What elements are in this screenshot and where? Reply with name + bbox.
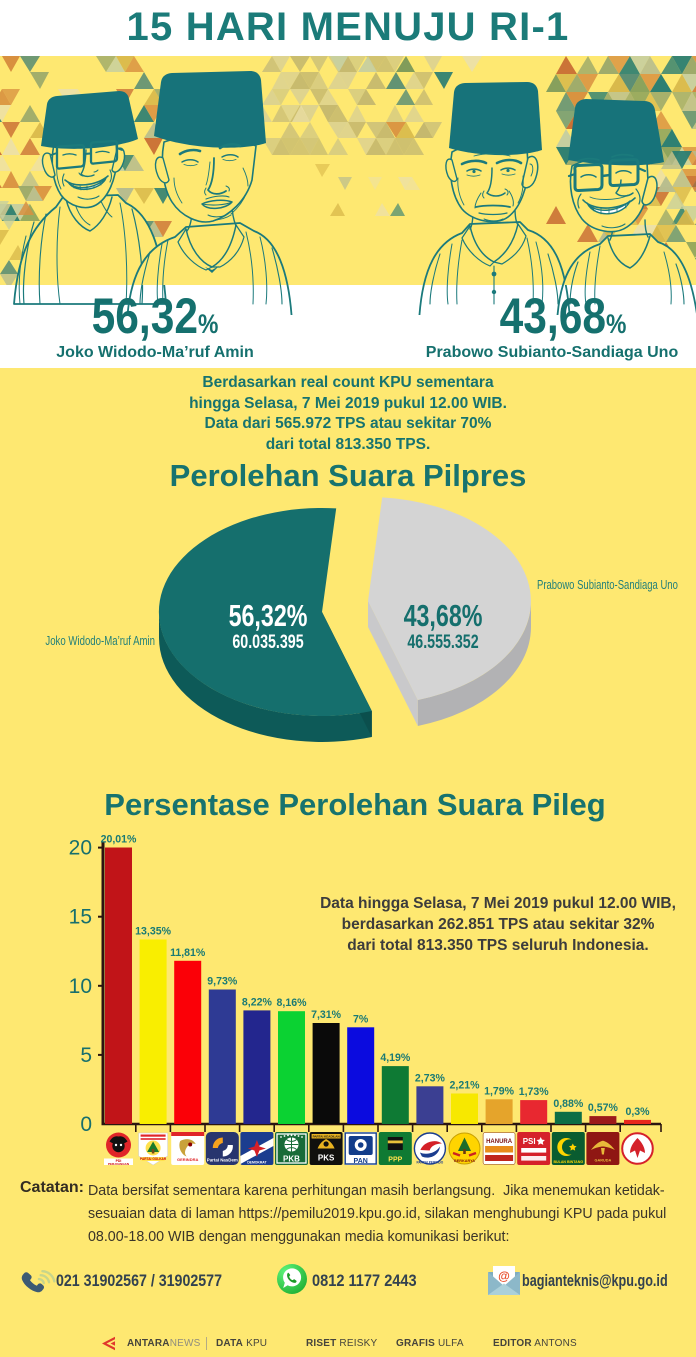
svg-text:8,16%: 8,16% [277, 997, 307, 1009]
svg-text:1,73%: 1,73% [519, 1086, 549, 1098]
svg-text:7%: 7% [353, 1013, 368, 1025]
svg-text:PDI: PDI [116, 1159, 122, 1163]
svg-text:PERJUANGAN: PERJUANGAN [108, 1162, 129, 1166]
svg-text:BERKARYA: BERKARYA [454, 1159, 475, 1163]
svg-text:PARTAI PERINDO: PARTAI PERINDO [416, 1161, 443, 1165]
svg-text:5: 5 [80, 1044, 92, 1067]
svg-text:10: 10 [69, 975, 92, 998]
svg-text:HANURA: HANURA [486, 1139, 513, 1145]
svg-text:PAN: PAN [354, 1158, 368, 1165]
svg-text:2,73%: 2,73% [415, 1072, 445, 1084]
svg-text:Partai NasDem: Partai NasDem [207, 1158, 238, 1163]
svg-text:0,88%: 0,88% [553, 1097, 583, 1109]
svg-text:20,01%: 20,01% [101, 833, 137, 845]
svg-text:GARUDA: GARUDA [595, 1159, 612, 1163]
svg-text:GERINDRA: GERINDRA [177, 1157, 198, 1162]
svg-text:0,3%: 0,3% [625, 1106, 649, 1118]
svg-text:DEMOKRAT: DEMOKRAT [247, 1161, 267, 1165]
svg-text:BULAN BINTANG: BULAN BINTANG [553, 1160, 583, 1164]
svg-text:1,79%: 1,79% [484, 1085, 514, 1097]
svg-text:0,57%: 0,57% [588, 1102, 618, 1114]
svg-text:9,73%: 9,73% [207, 975, 237, 987]
svg-text:PKB: PKB [283, 1155, 300, 1164]
svg-text:PARTAI KEADILAN: PARTAI KEADILAN [313, 1135, 340, 1139]
svg-text:0: 0 [80, 1113, 92, 1136]
svg-text:PARTAI GOLKAR: PARTAI GOLKAR [140, 1157, 167, 1161]
svg-text:2,21%: 2,21% [450, 1079, 480, 1091]
svg-text:PPP: PPP [388, 1157, 402, 1164]
svg-text:7,31%: 7,31% [311, 1009, 341, 1021]
svg-text:PKS: PKS [318, 1154, 335, 1163]
svg-text:8,22%: 8,22% [242, 996, 272, 1008]
svg-text:4,19%: 4,19% [380, 1052, 410, 1064]
svg-text:15: 15 [69, 906, 92, 929]
svg-text:11,81%: 11,81% [170, 946, 205, 958]
svg-text:@: @ [498, 1269, 510, 1283]
svg-text:13,35%: 13,35% [135, 925, 171, 937]
svg-text:20: 20 [69, 837, 92, 860]
svg-text:PSI: PSI [523, 1137, 536, 1146]
